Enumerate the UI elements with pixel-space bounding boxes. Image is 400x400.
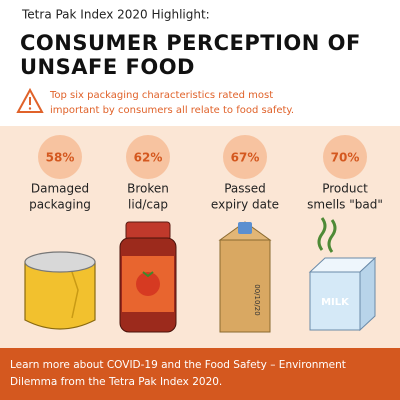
can-body <box>24 261 96 330</box>
percent-circle <box>223 135 267 179</box>
label: packaging <box>29 198 91 212</box>
footer <box>0 348 400 400</box>
label: Product <box>322 182 368 196</box>
percent: 58% <box>46 151 75 165</box>
title-line: CONSUMER PERCEPTION OF <box>20 31 361 55</box>
carton-date: 00/10/20 <box>253 284 261 315</box>
tomato-stem <box>142 271 154 278</box>
item: 58% Damaged packaging <box>29 135 91 212</box>
percent: 67% <box>231 151 260 165</box>
item: 62% Broken lid/cap <box>126 135 170 212</box>
carton-illustration: 00/10/20 <box>218 221 272 333</box>
jar-illustration <box>119 221 177 333</box>
warning-line: Top six packaging characteristics rated … <box>49 90 273 101</box>
tomato <box>136 272 160 296</box>
percent-circle <box>126 135 170 179</box>
milk-front <box>309 271 361 331</box>
warning-icon <box>16 87 44 113</box>
can-lid <box>24 251 96 273</box>
label: Broken <box>127 182 169 196</box>
label: Passed <box>224 182 266 196</box>
percent-circle <box>323 135 367 179</box>
milk-label: MILK <box>321 297 350 308</box>
carton-cap <box>238 222 252 234</box>
jar-lid <box>125 221 171 241</box>
warning-icon <box>28 107 32 110</box>
item: 70% Product smells "bad" <box>307 135 383 212</box>
label: Damaged <box>31 182 89 196</box>
warning-line: important by consumers all relate to foo… <box>50 105 294 116</box>
footer-line: Learn more about COVID-19 and the Food S… <box>10 359 346 371</box>
label: lid/cap <box>128 198 168 212</box>
smell-line <box>317 217 327 251</box>
milk-illustration: MILK <box>308 217 377 332</box>
percent: 70% <box>331 151 360 165</box>
can-dent <box>69 265 79 319</box>
percent-circle <box>38 135 82 179</box>
footer-line: Dilemma from the Tetra Pak Index 2020. <box>10 376 222 388</box>
kicker: Tetra Pak Index 2020 Highlight: <box>21 8 210 22</box>
item: 67% Passed expiry date <box>211 135 279 212</box>
carton-body <box>219 239 271 333</box>
can-illustration <box>24 251 96 330</box>
label: expiry date <box>211 198 279 212</box>
label: smells "bad" <box>307 198 383 212</box>
smell-line <box>327 219 337 253</box>
milk-side <box>359 256 376 332</box>
title-line: UNSAFE FOOD <box>20 55 195 79</box>
percent: 62% <box>134 151 163 165</box>
